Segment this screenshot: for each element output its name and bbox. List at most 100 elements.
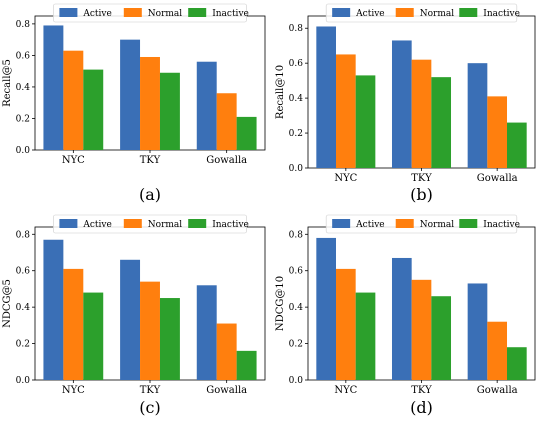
bar-normal-gowalla — [216, 93, 237, 150]
legend: Active Normal Inactive — [325, 3, 520, 23]
panel-caption: (d) — [410, 398, 433, 417]
panel-caption: (b) — [410, 185, 433, 204]
y-tick-label: 0.4 — [16, 303, 31, 313]
y-tick-label: 0.0 — [289, 376, 304, 386]
legend-swatch-active — [332, 219, 351, 228]
bar-normal-gowalla — [487, 96, 508, 168]
y-axis-label: NDCG@5 — [2, 279, 13, 328]
y-tick-label: 0.8 — [16, 230, 31, 240]
bar-active-tky — [391, 40, 412, 168]
x-tick-label: Gowalla — [477, 385, 518, 396]
legend: Active Normal Inactive — [53, 3, 249, 23]
x-tick-label: TKY — [140, 385, 161, 396]
bar-normal-gowalla — [216, 323, 237, 380]
legend-label-inactive: Inactive — [212, 9, 249, 19]
legend-label-active: Active — [82, 9, 111, 19]
bar-active-nyc — [43, 239, 64, 380]
chart-panel-2: 0.0 0.2 0.4 0.6 0.8 Recall@10 NYC TKY Gowalla Act… — [275, 3, 536, 204]
y-tick-label: 0.6 — [16, 51, 31, 61]
y-tick-label: 0.8 — [289, 230, 304, 240]
bar-normal-tky — [140, 56, 160, 150]
y-tick-label: 0.4 — [16, 83, 31, 93]
legend-label-normal: Normal — [148, 220, 182, 230]
bar-inactive-tky — [431, 77, 452, 168]
bar-inactive-nyc — [83, 69, 104, 150]
bar-active-tky — [120, 39, 141, 150]
legend-label-active: Active — [82, 220, 111, 230]
x-tick-label: NYC — [334, 173, 357, 184]
legend-swatch-inactive — [188, 8, 207, 17]
y-axis-label: NDCG@10 — [275, 276, 286, 331]
legend-swatch-normal — [395, 8, 414, 17]
x-tick-label: TKY — [140, 155, 161, 166]
legend-swatch-active — [332, 8, 351, 17]
chart-panel-1: 0.0 0.2 0.4 0.6 0.8 Recall@5 NYC TKY Gowalla Acti… — [2, 3, 266, 204]
bar-normal-nyc — [63, 268, 84, 380]
bar-inactive-tky — [159, 298, 180, 380]
bar-inactive-tky — [159, 72, 180, 150]
legend-label-normal: Normal — [148, 9, 182, 19]
y-tick-label: 0.0 — [289, 164, 304, 174]
legend-label-normal: Normal — [420, 220, 454, 230]
bar-active-nyc — [316, 237, 336, 380]
bar-normal-nyc — [335, 268, 356, 380]
panel-caption: (c) — [139, 398, 160, 417]
legend-label-active: Active — [355, 220, 384, 230]
legend-swatch-normal — [395, 219, 414, 228]
y-tick-label: 0.0 — [16, 146, 31, 156]
legend-swatch-active — [59, 219, 78, 228]
x-tick-label: Gowalla — [206, 155, 247, 166]
x-tick-label: Gowalla — [477, 173, 518, 184]
bar-active-gowalla — [196, 285, 217, 380]
bar-inactive-tky — [431, 296, 452, 380]
y-tick-label: 0.4 — [289, 303, 304, 313]
y-tick-label: 0.6 — [16, 267, 31, 277]
bar-normal-nyc — [63, 50, 84, 150]
bar-active-gowalla — [196, 61, 217, 150]
legend-swatch-inactive — [188, 219, 207, 228]
y-tick-label: 0.8 — [16, 20, 31, 30]
bar-inactive-gowalla — [507, 347, 527, 380]
y-tick-label: 0.6 — [289, 267, 304, 277]
x-tick-label: NYC — [334, 385, 357, 396]
legend-swatch-normal — [123, 8, 142, 17]
panel-caption: (a) — [139, 185, 161, 204]
bar-inactive-gowalla — [507, 122, 527, 168]
legend-swatch-active — [59, 8, 78, 17]
bar-active-gowalla — [467, 283, 488, 380]
bar-active-gowalla — [467, 63, 488, 169]
legend-swatch-inactive — [459, 219, 478, 228]
legend-label-inactive: Inactive — [483, 220, 520, 230]
bar-inactive-gowalla — [236, 350, 257, 380]
legend-label-inactive: Inactive — [212, 220, 249, 230]
bar-normal-nyc — [335, 54, 356, 168]
chart-panel-3: 0.0 0.2 0.4 0.6 0.8 NDCG@5 NYC TKY Gowalla Active… — [2, 214, 266, 417]
x-tick-label: TKY — [411, 385, 432, 396]
x-tick-label: NYC — [62, 155, 85, 166]
x-tick-label: NYC — [62, 385, 85, 396]
y-axis-label: Recall@10 — [275, 65, 286, 119]
legend-swatch-normal — [123, 219, 142, 228]
y-tick-label: 0.8 — [289, 24, 304, 34]
x-tick-label: TKY — [411, 173, 432, 184]
y-tick-label: 0.4 — [289, 94, 304, 104]
bar-normal-tky — [140, 281, 160, 380]
y-tick-label: 0.0 — [16, 376, 31, 386]
x-tick-label: Gowalla — [206, 385, 247, 396]
legend: Active Normal Inactive — [325, 214, 520, 234]
bar-inactive-nyc — [355, 75, 376, 168]
y-tick-label: 0.2 — [16, 340, 30, 350]
bar-active-nyc — [316, 26, 336, 169]
y-axis-label: Recall@5 — [2, 59, 13, 107]
legend-label-active: Active — [355, 9, 384, 19]
bar-inactive-nyc — [355, 292, 376, 380]
y-tick-label: 0.2 — [16, 114, 30, 124]
bar-inactive-gowalla — [236, 116, 257, 150]
legend-label-inactive: Inactive — [483, 9, 520, 19]
chart-panel-4: 0.0 0.2 0.4 0.6 0.8 NDCG@10 NYC TKY Gowalla Activ… — [275, 214, 536, 417]
bar-inactive-nyc — [83, 292, 104, 380]
y-tick-label: 0.6 — [289, 59, 304, 69]
bar-normal-tky — [411, 59, 432, 168]
bar-normal-gowalla — [487, 321, 508, 380]
